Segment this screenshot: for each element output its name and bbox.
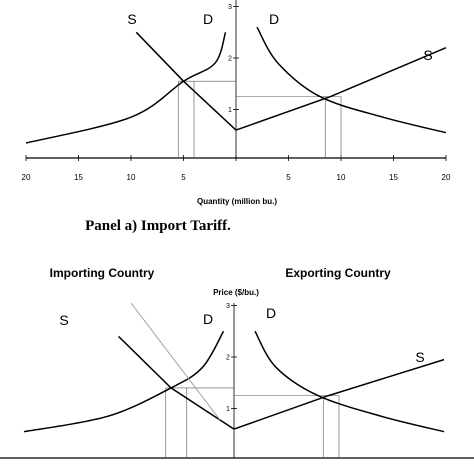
y-tick-label: 2 (228, 56, 232, 63)
exporting-demand-curve (256, 26, 447, 134)
importer-demand-label: D (203, 311, 213, 327)
shifted-supply-line (130, 302, 221, 421)
importing-country-header: Importing Country (50, 266, 155, 280)
bottom-panel-chart: 3 2 1 S D D S (0, 302, 474, 459)
x-tick-label: 5 (181, 173, 186, 182)
top-panel-chart: 3 2 1 20 15 10 5 5 10 15 20 S D D S (22, 0, 451, 182)
importing-demand-curve (25, 32, 227, 144)
y-tick-label: 2 (226, 355, 230, 362)
y-tick-label: 1 (228, 107, 232, 114)
exporting-supply-curve (235, 47, 447, 131)
exporter-demand-label: D (266, 305, 276, 321)
exporter-supply-label: S (415, 349, 424, 365)
importer-demand-label: D (203, 11, 213, 27)
panel-caption: Panel a) Import Tariff. (85, 218, 231, 234)
exporter-supply-label: S (423, 47, 432, 63)
y-tick-label: 1 (226, 406, 230, 413)
x-tick-label: 5 (286, 173, 291, 182)
x-tick-label: 15 (389, 173, 398, 182)
exporting-country-header: Exporting Country (285, 266, 391, 280)
y-axis-label: Price ($/bu.) (213, 288, 259, 297)
x-tick-label: 15 (74, 173, 83, 182)
x-tick-label: 10 (337, 173, 346, 182)
x-tick-label: 20 (22, 173, 31, 182)
exporting-demand-curve (254, 330, 445, 433)
y-tick-label: 3 (226, 303, 230, 310)
importer-supply-label: S (59, 312, 68, 328)
exporter-demand-label: D (269, 11, 279, 27)
x-tick-label: 20 (442, 173, 451, 182)
x-tick-label: 10 (127, 173, 136, 182)
y-tick-label: 3 (228, 4, 232, 11)
x-axis-label: Quantity (million bu.) (197, 197, 277, 206)
importer-supply-label: S (127, 11, 136, 27)
exporting-supply-curve (233, 358, 445, 430)
importing-demand-curve (23, 330, 225, 433)
